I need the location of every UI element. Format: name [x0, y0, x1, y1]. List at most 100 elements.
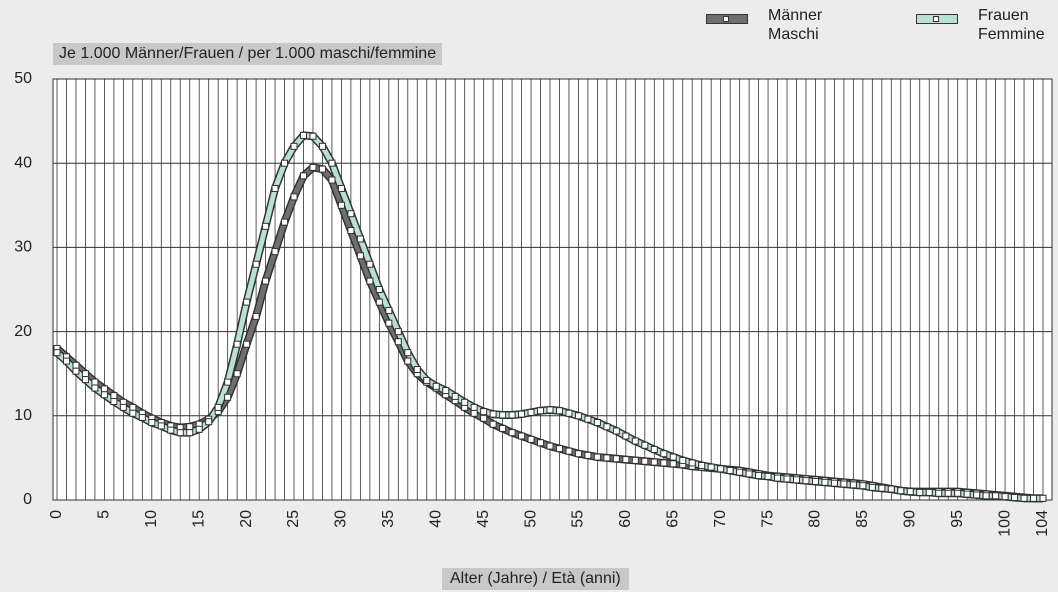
data-point: [480, 408, 488, 416]
data-point: [62, 357, 70, 365]
data-point: [584, 415, 592, 423]
data-point: [451, 392, 459, 400]
data-point: [802, 477, 810, 485]
data-point: [963, 490, 971, 498]
data-point: [679, 456, 687, 464]
data-point: [518, 432, 526, 440]
data-point: [887, 485, 895, 493]
data-point: [954, 489, 962, 497]
data-point: [148, 419, 156, 427]
y-tick-label: 0: [23, 491, 32, 508]
x-tick-label: 50: [522, 510, 539, 528]
data-point: [81, 370, 89, 378]
y-tick-label: 10: [14, 407, 32, 424]
data-point: [518, 410, 526, 418]
data-point: [243, 340, 251, 348]
data-point: [906, 488, 914, 496]
data-point: [489, 420, 497, 428]
data-point: [318, 142, 326, 150]
data-point: [394, 338, 402, 346]
data-point: [186, 429, 194, 437]
x-tick-label: 5: [96, 510, 113, 519]
data-point: [603, 423, 611, 431]
data-point: [72, 367, 80, 375]
data-point: [91, 384, 99, 392]
x-tick-label: 60: [617, 510, 634, 528]
data-point: [499, 424, 507, 432]
data-point: [366, 277, 374, 285]
data-point: [793, 476, 800, 484]
data-point: [167, 426, 175, 434]
plot-area: [52, 78, 1053, 501]
data-point: [565, 447, 573, 455]
data-point: [337, 201, 345, 209]
data-point: [423, 376, 431, 384]
data-point: [622, 432, 630, 440]
data-point: [224, 393, 232, 401]
data-point: [281, 218, 289, 226]
data-point: [764, 472, 772, 480]
data-point: [176, 429, 184, 437]
data-point: [574, 412, 582, 420]
data-point: [527, 408, 535, 416]
x-tick-label: 90: [901, 510, 918, 528]
data-point: [347, 210, 355, 218]
data-point: [612, 427, 620, 435]
data-point: [916, 488, 924, 496]
data-point: [650, 445, 658, 453]
data-point: [328, 159, 336, 167]
data-point: [603, 454, 611, 462]
data-point: [470, 403, 478, 411]
x-tick-label: 55: [570, 510, 587, 528]
data-point: [356, 235, 364, 243]
data-point: [290, 142, 298, 150]
data-point: [612, 455, 620, 463]
legend-swatch: [706, 14, 748, 24]
data-point: [309, 132, 317, 140]
x-tick-label: 104: [1034, 510, 1051, 537]
data-point: [669, 460, 677, 468]
data-point: [271, 248, 279, 256]
data-point: [281, 159, 289, 167]
data-point: [195, 425, 203, 433]
data-point: [271, 184, 279, 192]
data-point: [461, 398, 469, 406]
data-point: [129, 409, 137, 417]
data-point: [593, 419, 601, 427]
data-point: [100, 391, 108, 399]
data-point: [935, 489, 943, 497]
data-point: [992, 492, 1000, 500]
data-point: [660, 459, 668, 467]
data-point: [669, 453, 677, 461]
x-tick-label: 10: [143, 510, 160, 528]
data-point: [337, 184, 345, 192]
data-point: [404, 357, 412, 365]
data-point: [489, 410, 497, 418]
data-point: [707, 463, 715, 471]
data-point: [186, 423, 194, 431]
data-point: [375, 286, 383, 293]
data-point: [527, 435, 535, 443]
data-point: [508, 411, 516, 419]
data-point: [356, 252, 364, 260]
legend-swatch: [916, 14, 958, 24]
y-tick-label: 50: [14, 70, 32, 87]
data-point: [537, 439, 545, 447]
data-point: [328, 176, 336, 184]
data-point: [584, 451, 592, 459]
data-point: [840, 480, 848, 488]
data-point: [442, 387, 450, 395]
data-point: [252, 312, 260, 320]
data-point: [110, 397, 118, 405]
x-tick-label: 40: [427, 510, 444, 528]
data-point: [973, 491, 981, 499]
data-point: [309, 163, 317, 171]
x-tick-label: 85: [854, 510, 871, 528]
data-point: [1001, 493, 1009, 501]
data-point: [982, 492, 990, 500]
x-tick-label: 65: [664, 510, 681, 528]
data-point: [1011, 493, 1019, 501]
data-point: [413, 365, 421, 373]
x-axis-label: Alter (Jahre) / Età (anni): [442, 568, 629, 590]
data-point: [508, 429, 516, 437]
